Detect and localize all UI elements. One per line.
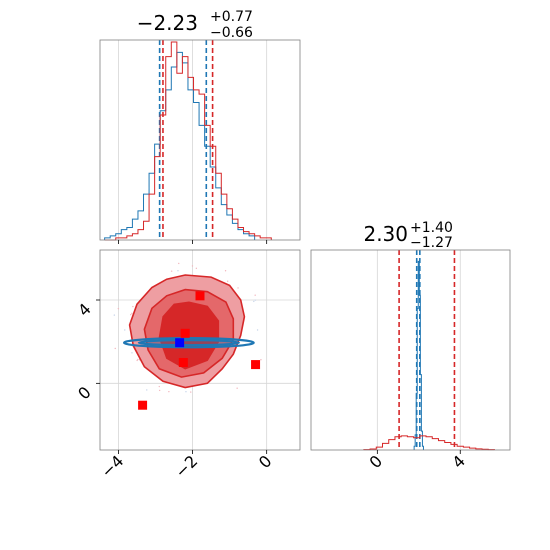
joint-sample-dot-50 bbox=[237, 287, 239, 289]
joint-sample-dot-69 bbox=[256, 329, 259, 331]
joint-contour-panel: −4 −2 0 0 4 bbox=[74, 249, 301, 482]
joint-sample-dot-39 bbox=[185, 391, 187, 393]
joint-sample-dot-31 bbox=[131, 312, 133, 314]
joint-sample-dot-58 bbox=[114, 347, 116, 350]
red-point-1 bbox=[180, 328, 190, 338]
joint-sample-dot-25 bbox=[190, 391, 192, 393]
red-point-4 bbox=[138, 400, 148, 410]
joint-sample-dot-53 bbox=[168, 390, 170, 393]
joint-sample-dot-47 bbox=[254, 294, 256, 296]
right-hist-series-1 bbox=[363, 435, 495, 451]
blue-point bbox=[175, 338, 185, 348]
joint-sample-dot-44 bbox=[178, 262, 180, 265]
red-point-3 bbox=[251, 360, 261, 370]
joint-sample-dot-21 bbox=[254, 299, 257, 301]
joint-sample-dot-5 bbox=[170, 270, 173, 272]
top-title-value: −2.23 bbox=[137, 11, 198, 35]
joint-sample-dot-36 bbox=[177, 270, 179, 272]
joint-sample-dot-46 bbox=[137, 358, 139, 361]
joint-sample-dot-22 bbox=[191, 265, 194, 267]
red-point-0 bbox=[195, 291, 205, 301]
joint-sample-dot-54 bbox=[146, 389, 148, 391]
right-title-value: 2.30 bbox=[363, 222, 408, 246]
top-hist-series-1 bbox=[104, 41, 272, 241]
right-title-plus: +1.40 bbox=[410, 220, 453, 236]
joint-sample-dot-2 bbox=[130, 313, 132, 316]
top-title-plus: +0.77 bbox=[210, 9, 253, 25]
right-title-minus: −1.27 bbox=[410, 235, 453, 251]
joint-xtick-label-0: −4 bbox=[97, 451, 127, 481]
marginal-histogram-top: −2.23 +0.77−0.66 bbox=[99, 9, 301, 244]
joint-xtick-label-2: 0 bbox=[255, 451, 276, 472]
joint-sample-dot-49 bbox=[136, 359, 138, 362]
blue-contour-0 bbox=[122, 337, 255, 349]
joint-sample-dot-0 bbox=[124, 329, 126, 331]
joint-sample-dot-43 bbox=[158, 389, 161, 392]
joint-sample-dot-11 bbox=[260, 359, 262, 361]
joint-ytick-label-0: 0 bbox=[74, 383, 95, 404]
joint-sample-dot-55 bbox=[195, 267, 198, 270]
top-hist-series-0 bbox=[104, 51, 256, 240]
joint-sample-dot-19 bbox=[226, 280, 229, 282]
top-title-minus: −0.66 bbox=[210, 25, 253, 41]
joint-ytick-label-1: 4 bbox=[74, 299, 95, 320]
joint-sample-dot-32 bbox=[117, 307, 120, 310]
right-xtick-label-1: 4 bbox=[448, 451, 469, 472]
joint-sample-dot-3 bbox=[253, 300, 255, 303]
red-point-2 bbox=[178, 358, 188, 367]
top-panel-frame bbox=[99, 39, 301, 241]
right-panel-frame bbox=[310, 249, 511, 451]
joint-sample-dot-9 bbox=[131, 352, 133, 354]
right-hist-series-0 bbox=[413, 260, 424, 450]
joint-sample-dot-14 bbox=[132, 305, 134, 308]
joint-sample-dot-29 bbox=[158, 385, 160, 388]
joint-sample-dot-48 bbox=[113, 314, 116, 316]
joint-sample-dot-16 bbox=[224, 270, 227, 272]
joint-panel-frame bbox=[99, 249, 301, 451]
marginal-histogram-right: 0 4 2.30 +1.40−1.27 bbox=[310, 220, 511, 472]
blue-contour-1 bbox=[137, 339, 240, 347]
joint-sample-dot-37 bbox=[236, 387, 238, 389]
joint-xtick-label-1: −2 bbox=[171, 451, 201, 481]
right-xtick-label-0: 0 bbox=[366, 451, 387, 472]
